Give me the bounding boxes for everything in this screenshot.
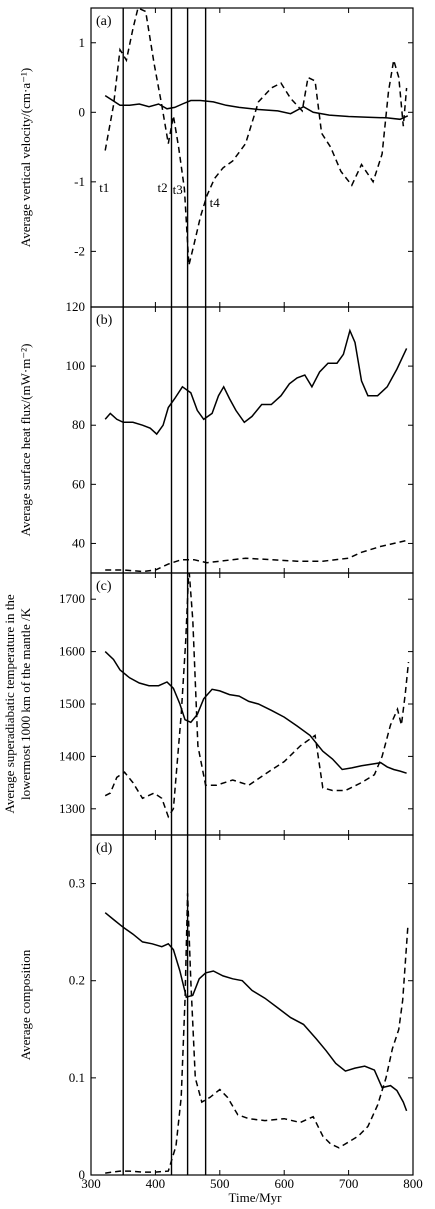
- panel-a-frame: [90, 7, 414, 308]
- panel-d-ytick-label: 0: [79, 1167, 86, 1182]
- panel-b-ytick-label: 40: [72, 535, 85, 550]
- panel-a-ytick-label: 0: [79, 104, 86, 119]
- panel-a: -2 -1 0 1 (a) Average vertical velocity/(cm·a…: [18, 7, 414, 308]
- panel-a-series-solid: [104, 94, 409, 121]
- panel-d-series-solid: [104, 912, 408, 1112]
- panel-d-series-dashed: [105, 893, 409, 1174]
- panel-a-ytick-label: -2: [74, 243, 85, 258]
- panel-a-series-dashed: [104, 8, 408, 266]
- panel-c-ytick-label: 1500: [59, 696, 85, 711]
- panel-c: 1300 1400 1500 1600 1700 (c) Average superadia…: [2, 572, 414, 836]
- x-axis-label: Time/Myr: [229, 1190, 283, 1205]
- panel-d-ylabel: Average composition: [18, 949, 33, 1060]
- panel-a-ytick-label: 1: [79, 35, 86, 50]
- panel-b-ytick-label: 80: [72, 417, 85, 432]
- panel-b-ylabel: Average surface heat flux/(mW·m⁻²): [18, 344, 33, 537]
- panel-c-ytick-label: 1600: [59, 644, 85, 659]
- panel-d-ytick-label: 0.1: [69, 1070, 85, 1085]
- panel-d-label: (d): [96, 841, 113, 856]
- panel-d-ytick-label: 0.3: [69, 876, 85, 891]
- panel-c-ytick-label: 1300: [59, 801, 85, 816]
- panel-b: 40 60 80 100 120 (b) Average surface heat flux…: [18, 299, 414, 574]
- xtick-label: 400: [146, 1176, 166, 1191]
- time-marker-label-t1: t1: [99, 180, 109, 195]
- panel-b-series-solid: [104, 328, 408, 436]
- panel-c-ytick-label: 1700: [59, 591, 85, 606]
- time-marker-label-t3: t3: [173, 182, 183, 197]
- panel-d-frame: [90, 834, 414, 1176]
- panel-b-label: (b): [96, 313, 113, 328]
- panel-c-series-dashed: [104, 573, 410, 819]
- xtick-label: 500: [210, 1176, 230, 1191]
- xtick-label: 300: [81, 1176, 101, 1191]
- panel-a-ytick-label: -1: [74, 174, 85, 189]
- panel-c-ylabel-line1: Average superadiabatic temperature in th…: [2, 594, 17, 813]
- time-marker-label-t2: t2: [158, 180, 168, 195]
- panel-b-ytick-label: 60: [72, 476, 85, 491]
- xtick-label: 700: [339, 1176, 359, 1191]
- time-marker-label-t4: t4: [210, 195, 221, 210]
- panel-b-frame: [90, 306, 414, 574]
- panel-b-series-dashed: [105, 539, 407, 573]
- panel-c-ytick-label: 1400: [59, 748, 85, 763]
- panel-b-ytick-label: 120: [66, 299, 86, 314]
- panel-d: 0 0.1 0.2 0.3 (d) Average composition: [18, 834, 414, 1182]
- xtick-label: 800: [403, 1176, 423, 1191]
- panel-b-ytick-label: 100: [66, 358, 86, 373]
- panel-a-ylabel: Average vertical velocity/(cm·a⁻¹): [18, 68, 33, 247]
- panel-a-label: (a): [96, 14, 112, 29]
- panel-c-frame: [90, 572, 414, 836]
- xtick-label: 600: [274, 1176, 294, 1191]
- panel-c-label: (c): [96, 579, 112, 594]
- panel-c-series-solid: [104, 651, 407, 774]
- panel-d-ytick-label: 0.2: [69, 973, 85, 988]
- panel-c-ylabel-line2: lowermost 1000 km of the mantle /K: [18, 607, 33, 800]
